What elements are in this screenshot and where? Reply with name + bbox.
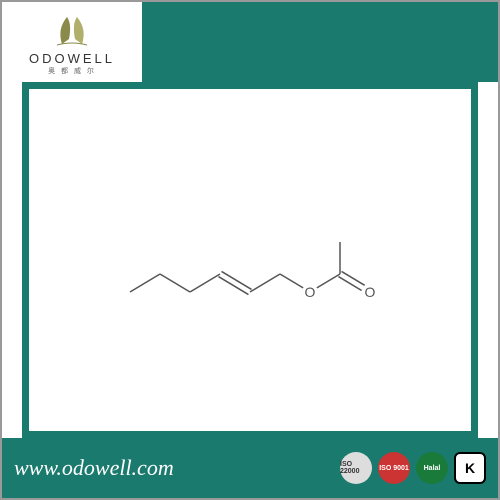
brand-subtitle: 奥 都 威 尔 <box>48 66 96 76</box>
content-frame: OO <box>22 82 478 438</box>
atom-labels-group: OO <box>305 284 376 300</box>
leaf-left-icon <box>60 17 70 44</box>
iso-22000-badge: ISO 22000 <box>340 452 372 484</box>
bonds-group <box>130 242 365 295</box>
footer: www.odowell.com ISO 22000ISO 9001HalalK <box>2 438 498 498</box>
leaf-base-icon <box>57 43 87 45</box>
svg-text:O: O <box>365 284 376 300</box>
leaf-right-icon <box>74 17 84 44</box>
brand-name: ODOWELL <box>29 51 115 66</box>
kosher-badge: K <box>454 452 486 484</box>
certification-badges: ISO 22000ISO 9001HalalK <box>340 452 486 484</box>
header: ODOWELL 奥 都 威 尔 <box>2 2 498 82</box>
halal-badge: Halal <box>416 452 448 484</box>
product-card: ODOWELL 奥 都 威 尔 OO www.odowell.com ISO 2… <box>0 0 500 500</box>
molecule-diagram: OO <box>110 172 390 332</box>
brand-logo: ODOWELL 奥 都 威 尔 <box>2 2 142 82</box>
iso-9001-badge: ISO 9001 <box>378 452 410 484</box>
leaf-icon <box>47 9 97 49</box>
website-url: www.odowell.com <box>14 455 174 481</box>
header-band <box>142 2 498 82</box>
svg-text:O: O <box>305 284 316 300</box>
